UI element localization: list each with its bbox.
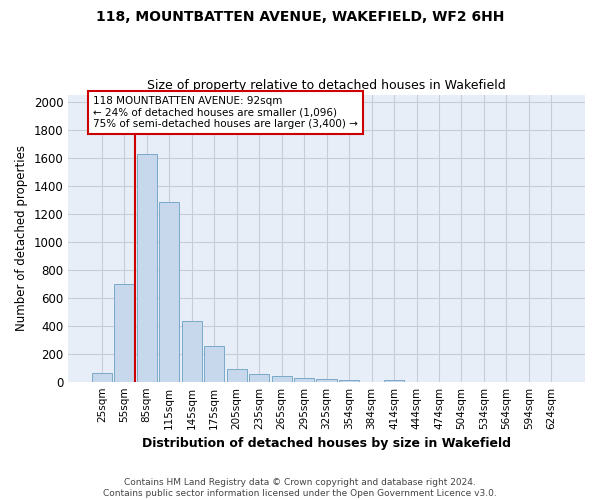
Bar xyxy=(339,380,359,382)
Bar xyxy=(137,154,157,382)
Text: Contains HM Land Registry data © Crown copyright and database right 2024.
Contai: Contains HM Land Registry data © Crown c… xyxy=(103,478,497,498)
Bar xyxy=(316,379,337,382)
Bar xyxy=(227,369,247,382)
Bar xyxy=(114,284,134,382)
X-axis label: Distribution of detached houses by size in Wakefield: Distribution of detached houses by size … xyxy=(142,437,511,450)
Bar xyxy=(272,376,292,382)
Bar xyxy=(159,202,179,382)
Bar xyxy=(249,374,269,382)
Bar xyxy=(92,372,112,382)
Bar xyxy=(294,378,314,382)
Title: Size of property relative to detached houses in Wakefield: Size of property relative to detached ho… xyxy=(147,79,506,92)
Text: 118, MOUNTBATTEN AVENUE, WAKEFIELD, WF2 6HH: 118, MOUNTBATTEN AVENUE, WAKEFIELD, WF2 … xyxy=(96,10,504,24)
Y-axis label: Number of detached properties: Number of detached properties xyxy=(15,145,28,331)
Bar xyxy=(384,380,404,382)
Text: 118 MOUNTBATTEN AVENUE: 92sqm
← 24% of detached houses are smaller (1,096)
75% o: 118 MOUNTBATTEN AVENUE: 92sqm ← 24% of d… xyxy=(93,96,358,129)
Bar xyxy=(204,346,224,382)
Bar xyxy=(182,321,202,382)
